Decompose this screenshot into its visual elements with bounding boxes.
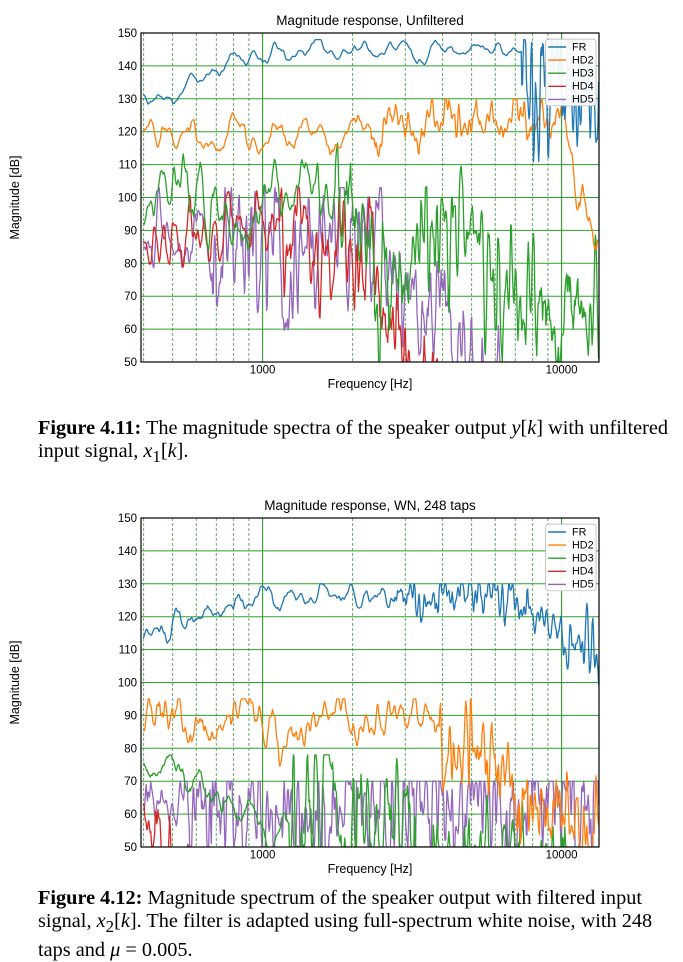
svg-text:60: 60	[124, 809, 137, 821]
svg-text:10000: 10000	[546, 365, 578, 377]
svg-text:110: 110	[119, 160, 137, 172]
svg-text:70: 70	[124, 776, 137, 788]
svg-text:120: 120	[118, 127, 137, 139]
svg-text:140: 140	[118, 61, 137, 73]
svg-text:HD3: HD3	[572, 553, 594, 565]
svg-text:FR: FR	[572, 526, 587, 538]
svg-text:HD2: HD2	[572, 539, 594, 551]
svg-text:Magnitude response, Unfiltered: Magnitude response, Unfiltered	[276, 13, 464, 28]
svg-text:120: 120	[118, 612, 137, 624]
svg-text:50: 50	[124, 842, 137, 854]
svg-text:Magnitude response, WN, 248 ta: Magnitude response, WN, 248 taps	[264, 498, 476, 513]
svg-text:100: 100	[118, 193, 137, 205]
svg-text:100: 100	[118, 678, 137, 690]
svg-text:HD3: HD3	[572, 68, 594, 80]
svg-text:Magnitude [dB]: Magnitude [dB]	[8, 640, 22, 724]
svg-text:HD4: HD4	[572, 566, 594, 578]
svg-text:130: 130	[118, 94, 137, 106]
svg-text:50: 50	[124, 357, 137, 369]
svg-text:Frequency [Hz]: Frequency [Hz]	[328, 377, 413, 391]
svg-text:1000: 1000	[250, 365, 276, 377]
svg-text:80: 80	[124, 743, 137, 755]
svg-text:70: 70	[124, 291, 137, 303]
svg-text:140: 140	[118, 546, 137, 558]
svg-text:130: 130	[118, 579, 137, 591]
svg-text:150: 150	[118, 28, 137, 40]
svg-text:HD4: HD4	[572, 81, 594, 93]
svg-text:60: 60	[124, 324, 137, 336]
svg-text:Frequency [Hz]: Frequency [Hz]	[328, 862, 413, 876]
svg-text:150: 150	[118, 513, 137, 525]
svg-text:10000: 10000	[546, 850, 578, 862]
svg-text:1000: 1000	[250, 850, 276, 862]
svg-text:FR: FR	[572, 41, 587, 53]
svg-text:110: 110	[119, 645, 137, 657]
svg-text:90: 90	[124, 225, 137, 237]
svg-text:80: 80	[124, 258, 137, 270]
svg-text:90: 90	[124, 710, 137, 722]
svg-text:HD5: HD5	[572, 579, 594, 591]
svg-text:HD2: HD2	[572, 54, 594, 66]
svg-text:Magnitude [dB]: Magnitude [dB]	[8, 155, 22, 239]
svg-text:HD5: HD5	[572, 94, 594, 106]
